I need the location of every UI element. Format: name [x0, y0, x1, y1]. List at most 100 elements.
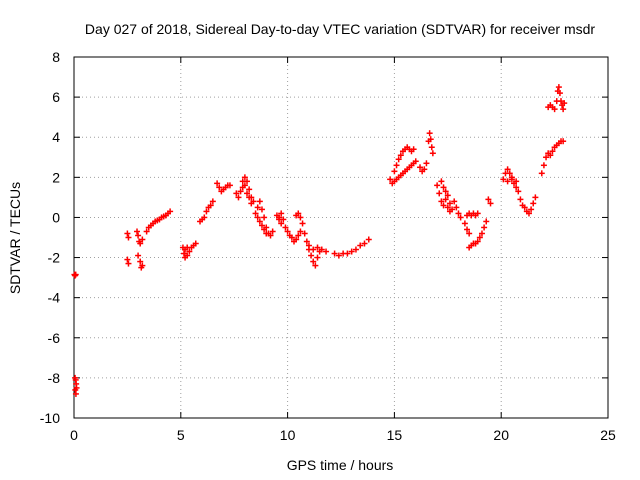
data-point [540, 162, 547, 169]
x-tick-label: 15 [387, 427, 403, 443]
data-point [444, 204, 451, 211]
data-point [314, 254, 321, 261]
data-point [525, 210, 532, 217]
data-point [485, 196, 492, 203]
data-point [254, 214, 261, 221]
data-point [451, 198, 458, 205]
y-tick-label: -4 [48, 290, 61, 306]
data-point [203, 208, 210, 215]
data-point [305, 242, 312, 249]
data-point [186, 248, 193, 255]
data-point [318, 246, 325, 253]
data-point [241, 182, 248, 189]
y-tick-label: -6 [48, 330, 61, 346]
data-point [308, 252, 315, 259]
y-tick-label: 0 [52, 209, 60, 225]
y-axis-label: SDTVAR / TECUs [7, 182, 23, 294]
data-point [124, 256, 131, 263]
data-point [556, 90, 563, 97]
data-point [434, 182, 441, 189]
data-point [438, 198, 445, 205]
data-point [312, 262, 319, 269]
data-point [301, 230, 308, 237]
data-point [254, 204, 261, 211]
y-tick-label: -8 [48, 370, 61, 386]
data-point [258, 222, 265, 229]
data-point [299, 220, 306, 227]
data-point [444, 192, 451, 199]
data-point [560, 106, 567, 113]
data-point [440, 202, 447, 209]
data-point [139, 262, 146, 269]
chart-title: Day 027 of 2018, Sidereal Day-to-day VTE… [85, 21, 595, 37]
y-tick-label: 2 [52, 169, 60, 185]
data-point [504, 166, 511, 173]
data-point [137, 240, 144, 247]
data-point [483, 218, 490, 225]
data-point [209, 198, 216, 205]
x-tick-label: 10 [280, 427, 296, 443]
data-point [549, 148, 556, 155]
data-point [295, 232, 302, 239]
data-point [258, 206, 265, 213]
data-point [538, 170, 545, 177]
data-point [261, 214, 268, 221]
data-point [246, 194, 253, 201]
data-point [297, 214, 304, 221]
data-point [438, 178, 445, 185]
data-point [457, 214, 464, 221]
data-point [487, 200, 494, 207]
data-point [428, 144, 435, 151]
data-point [137, 258, 144, 265]
data-point [561, 100, 568, 107]
data-point [125, 234, 132, 241]
data-point [72, 390, 79, 397]
data-point [530, 200, 537, 207]
data-point [280, 216, 287, 223]
data-point [442, 196, 449, 203]
data-point [335, 252, 342, 259]
data-point [387, 176, 394, 183]
data-point [357, 242, 364, 249]
data-point [508, 174, 515, 181]
y-tick-label: 8 [52, 49, 60, 65]
data-point [440, 184, 447, 191]
data-point [417, 164, 424, 171]
data-point [461, 220, 468, 227]
data-points [71, 84, 568, 397]
y-tick-label: 4 [52, 129, 60, 145]
data-point [263, 230, 270, 237]
data-point [72, 271, 79, 278]
data-point [135, 232, 142, 239]
data-point [192, 240, 199, 247]
data-point [426, 130, 433, 137]
data-point [348, 248, 355, 255]
data-point [143, 228, 150, 235]
data-point [252, 210, 259, 217]
data-point [124, 230, 131, 237]
data-point [282, 224, 289, 231]
data-point [481, 224, 488, 231]
data-point [276, 214, 283, 221]
data-point [515, 188, 522, 195]
data-point [134, 228, 141, 235]
data-point [410, 146, 417, 153]
data-point [303, 238, 310, 245]
data-point [216, 184, 223, 191]
x-tick-label: 0 [70, 427, 78, 443]
x-tick-label: 25 [600, 427, 616, 443]
data-point [278, 210, 285, 217]
plot-frame [73, 56, 609, 419]
data-point [543, 154, 550, 161]
data-point [532, 194, 539, 201]
data-point [314, 244, 321, 251]
data-point [361, 240, 368, 247]
data-point [233, 190, 240, 197]
data-point [453, 204, 460, 211]
data-point [517, 196, 524, 203]
data-point [310, 258, 317, 265]
data-point [427, 136, 434, 143]
data-point [555, 84, 562, 91]
data-point [365, 236, 372, 243]
